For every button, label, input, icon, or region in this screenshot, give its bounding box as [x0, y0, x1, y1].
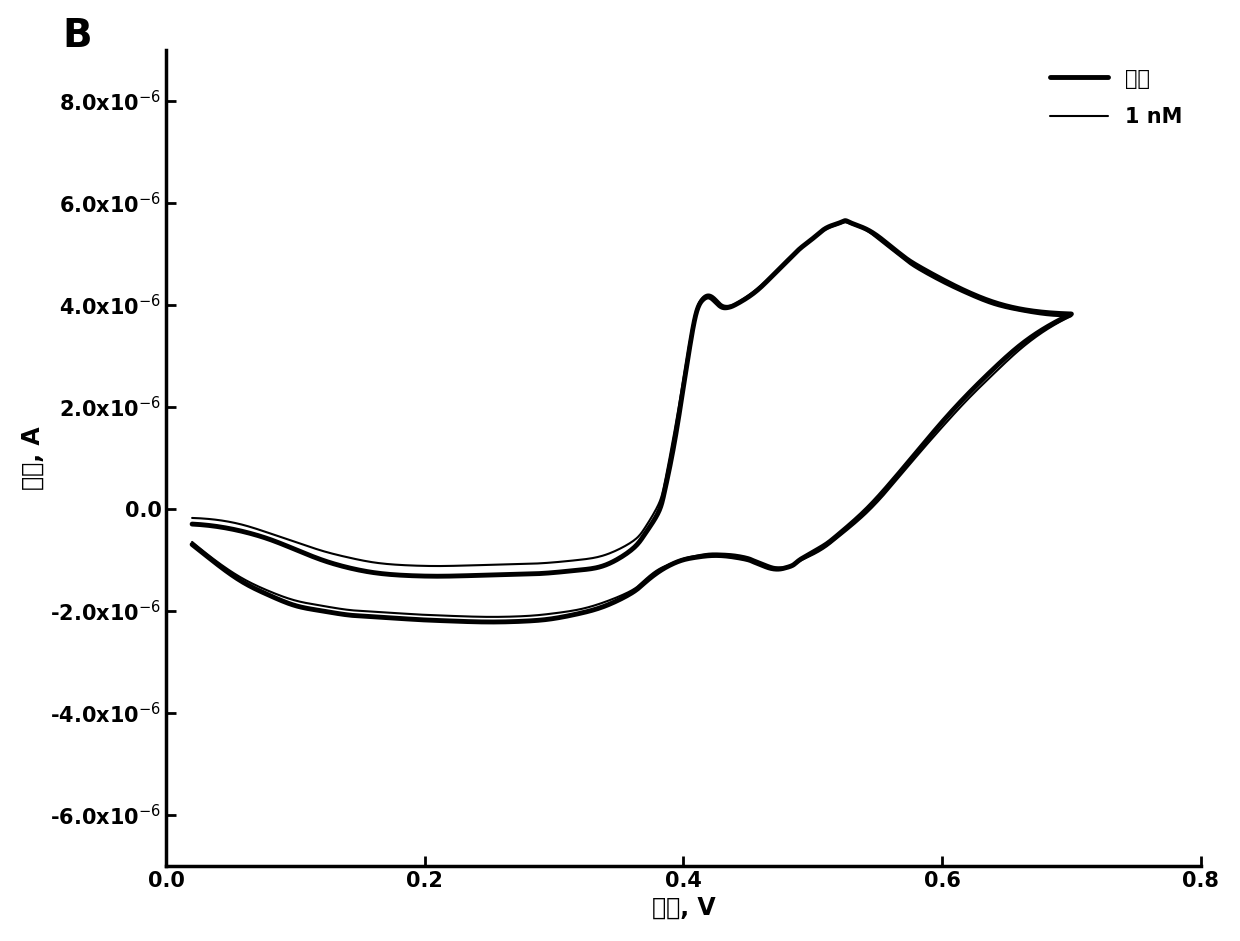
1 nM — [760, 559, 775, 570]
1 nM — [940, 279, 955, 291]
空白 — [1037, 323, 1052, 334]
1 nM — [185, 512, 200, 523]
空白 — [760, 562, 775, 573]
空白 — [332, 608, 347, 619]
空白 — [185, 518, 200, 530]
X-axis label: 电位, V: 电位, V — [652, 896, 715, 920]
1 nM — [234, 518, 249, 530]
Y-axis label: 电流, A: 电流, A — [21, 426, 45, 489]
空白 — [940, 277, 955, 288]
Text: B: B — [63, 17, 93, 56]
1 nM — [652, 496, 667, 507]
Line: 空白: 空白 — [192, 220, 1071, 622]
空白 — [185, 539, 200, 550]
空白 — [838, 215, 853, 226]
1 nM — [1037, 326, 1052, 337]
1 nM — [185, 536, 200, 548]
Legend: 空白, 1 nM: 空白, 1 nM — [1042, 60, 1190, 136]
1 nM — [484, 612, 498, 623]
1 nM — [332, 603, 347, 614]
空白 — [652, 503, 667, 515]
Line: 1 nM: 1 nM — [192, 222, 1071, 617]
1 nM — [838, 216, 853, 228]
空白 — [484, 616, 498, 628]
空白 — [234, 526, 249, 537]
